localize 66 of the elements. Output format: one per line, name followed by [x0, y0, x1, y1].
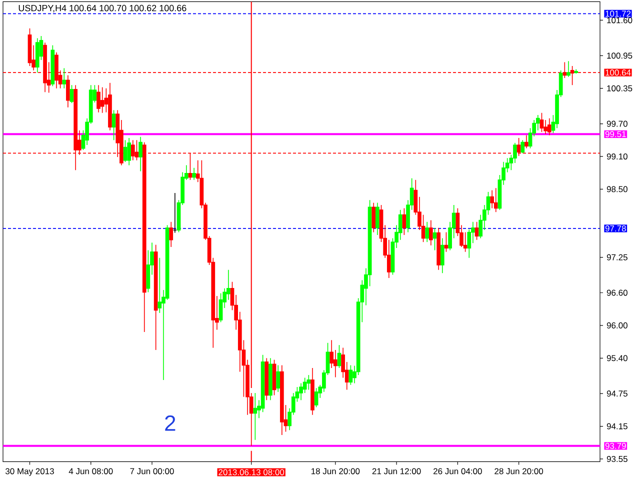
x-tick-label: 28 Jun 20:00 — [494, 468, 544, 474]
x-tick-label: 7 Jun 00:00 — [130, 468, 174, 474]
candlestick — [494, 188, 498, 212]
candlestick — [524, 134, 528, 149]
ref-line-label: 97.78 — [605, 225, 626, 232]
candlestick — [138, 136, 142, 172]
candlestick — [35, 38, 40, 73]
candlestick — [169, 221, 174, 248]
candlestick — [62, 68, 66, 89]
y-tick-label: 100.35 — [607, 85, 632, 92]
candlestick — [536, 114, 540, 131]
candlestick — [467, 229, 472, 258]
x-tick-label: 4 Jun 08:00 — [68, 468, 113, 474]
candlestick — [333, 350, 338, 378]
chart-title: USDJPY,H4 100.64 100.70 100.62 100.66 — [18, 4, 186, 12]
y-tick-label: 98.50 — [606, 186, 628, 192]
y-tick-label: 96.60 — [606, 290, 628, 296]
candlestick — [268, 358, 272, 401]
candlestick — [429, 220, 433, 246]
ref-line-label: 93.79 — [605, 442, 626, 449]
candlestick — [66, 74, 70, 108]
ref-line-label: 100.64 — [606, 70, 631, 76]
x-tick-label: 30 May 2013 — [6, 468, 54, 476]
y-tick-label: 96.00 — [606, 322, 628, 328]
candlestick — [547, 118, 552, 136]
ref-line-label: 99.51 — [605, 131, 626, 138]
candlestick — [330, 340, 334, 368]
x-tick-label: 21 Jun 12:00 — [372, 468, 421, 474]
y-tick-label: 93.55 — [606, 456, 628, 462]
y-tick-label: 99.10 — [606, 153, 628, 160]
candlestick — [425, 221, 430, 242]
candlestick — [276, 364, 280, 392]
candlestick — [310, 368, 314, 416]
candlestick — [130, 140, 135, 161]
candlestick — [299, 382, 303, 401]
candlestick — [253, 392, 258, 440]
candlestick — [398, 209, 402, 240]
candlestick — [513, 142, 517, 164]
x-tick-label: 26 Jun 04:00 — [434, 468, 482, 474]
candlestick — [544, 120, 548, 135]
x-tick-label: 2013.06.13 08:00 — [218, 469, 284, 476]
candlestick — [192, 168, 196, 180]
candlestick — [376, 202, 380, 236]
candlestick — [226, 269, 230, 300]
y-tick-label: 94.75 — [606, 390, 628, 397]
y-tick-label: 97.25 — [606, 254, 628, 260]
candlestick — [440, 238, 444, 274]
candlestick — [341, 347, 345, 378]
candlestick — [96, 84, 100, 113]
ref-line-label: 101.72 — [606, 10, 631, 17]
candlestick — [386, 239, 391, 278]
candlestick — [436, 227, 440, 270]
candlestick — [490, 190, 494, 209]
candlestick — [372, 202, 376, 233]
candlestick — [280, 364, 284, 436]
y-tick-label: 101.60 — [607, 17, 632, 24]
candlestick — [127, 138, 132, 166]
candlestick — [264, 358, 269, 401]
y-tick-label: 94.15 — [606, 423, 628, 430]
candlestick — [108, 82, 112, 131]
y-tick-label: 95.40 — [606, 355, 628, 362]
candlestick — [566, 60, 570, 78]
x-tick-label: 18 Jun 20:00 — [311, 468, 360, 474]
annotation: 2 — [165, 415, 176, 431]
y-tick-label: 99.70 — [606, 120, 628, 127]
y-tick-label: 100.95 — [607, 52, 632, 59]
